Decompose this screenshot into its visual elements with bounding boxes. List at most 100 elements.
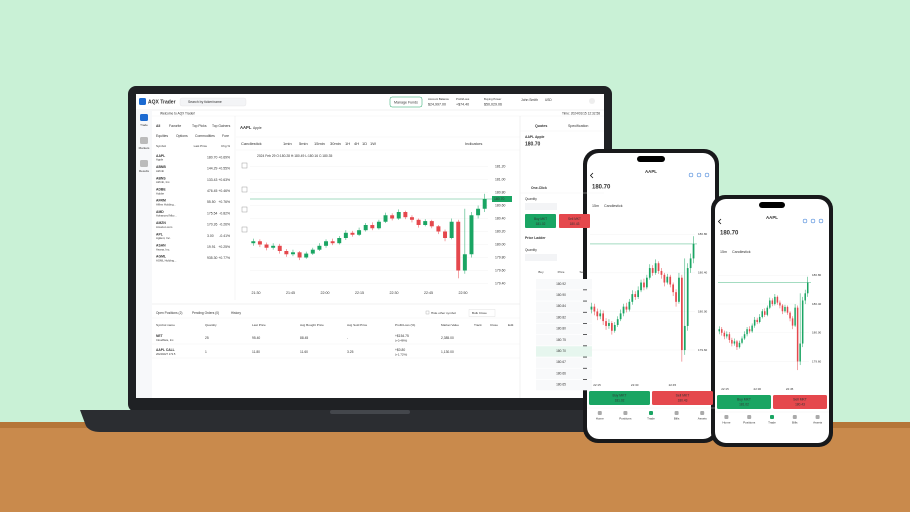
tab[interactable]: Equities	[156, 134, 168, 138]
quantity-input[interactable]	[525, 254, 557, 261]
tab[interactable]: Pending Orders (0)	[192, 311, 219, 315]
candle-body	[593, 306, 596, 312]
nav-label[interactable]: Assets	[813, 420, 823, 424]
nav-icon[interactable]	[792, 415, 797, 419]
interval[interactable]: 1min	[283, 141, 292, 146]
cell: 95.40	[252, 336, 260, 340]
nav-icon[interactable]	[597, 411, 602, 415]
nav-label[interactable]: Trade	[647, 416, 655, 420]
buy-btn[interactable]	[717, 395, 771, 409]
checkbox[interactable]	[425, 310, 430, 315]
chart-type[interactable]: Candlestick	[241, 141, 262, 146]
sell-btn[interactable]	[773, 395, 827, 409]
tab[interactable]: Quotes	[535, 124, 547, 128]
chart-type[interactable]: Candlestick	[604, 204, 623, 208]
header-icon[interactable]	[696, 172, 702, 178]
symbol: AAPL CALL	[156, 348, 175, 352]
nav-icon[interactable]	[140, 137, 148, 144]
nav-label[interactable]: Bills	[674, 416, 680, 420]
header-icon[interactable]	[704, 172, 710, 178]
candle-body	[781, 305, 784, 312]
header-icon[interactable]	[810, 218, 816, 224]
nav-icon[interactable]	[700, 411, 705, 415]
company: Apple	[156, 158, 164, 162]
header-icon[interactable]	[802, 218, 808, 224]
nav-icon[interactable]	[815, 415, 820, 419]
bulk-close-btn[interactable]	[468, 309, 496, 317]
nav-label[interactable]: Results	[139, 169, 150, 173]
tab[interactable]: Options	[176, 134, 188, 138]
interval[interactable]: 30min	[330, 141, 341, 146]
indicators[interactable]: Indicators	[465, 141, 482, 146]
tab[interactable]: All	[156, 124, 160, 128]
symbol: AFRM	[156, 199, 166, 203]
tool-icon[interactable]	[241, 186, 248, 193]
back-arrow[interactable]	[717, 218, 722, 225]
buy-btn[interactable]	[525, 214, 556, 228]
nav-label[interactable]: Trade	[140, 123, 148, 127]
interval[interactable]: 1H	[345, 141, 350, 146]
sell-btn[interactable]	[652, 391, 713, 405]
column-header: Symbol	[156, 144, 166, 148]
header-icon[interactable]	[688, 172, 694, 178]
candle-body	[692, 243, 695, 259]
nav-label[interactable]: Assets	[698, 416, 708, 420]
tab[interactable]: Open Positions (2)	[156, 311, 182, 315]
nav-label[interactable]: Positions	[743, 420, 756, 424]
tab[interactable]: Specification	[568, 124, 588, 128]
interval[interactable]: 15min	[314, 141, 325, 146]
nav-icon[interactable]	[770, 415, 774, 419]
clock: Time: 2024/01/15 12:32:58	[562, 111, 600, 115]
interval[interactable]: 1D	[362, 141, 367, 146]
tool-icon[interactable]	[241, 226, 248, 233]
ohlc: 2024 Feb 29 O:180.28 H:180.49 L:180.16 C…	[257, 154, 333, 158]
stat-value: $24,997.00	[428, 102, 446, 106]
candle-body	[689, 258, 692, 269]
interval[interactable]: 4H	[354, 141, 359, 146]
nav-icon[interactable]	[140, 160, 148, 167]
tab[interactable]: One-Click	[531, 186, 547, 190]
x-tick-label: 22:15	[355, 291, 364, 295]
candle-body	[599, 313, 602, 317]
header-icon[interactable]	[818, 218, 824, 224]
nav-icon[interactable]	[747, 415, 752, 419]
buy-btn[interactable]	[589, 391, 650, 405]
nav-label[interactable]: Home	[722, 420, 730, 424]
nav-icon[interactable]	[724, 415, 729, 419]
interval[interactable]: 5min	[299, 141, 308, 146]
nav-icon[interactable]	[140, 114, 148, 121]
candle-body	[748, 329, 751, 332]
nav-icon[interactable]	[674, 411, 679, 415]
nav-label[interactable]: Trade	[768, 420, 776, 424]
tool-icon[interactable]	[241, 206, 248, 213]
manage-funds-btn[interactable]	[389, 96, 423, 108]
change: +0.76%	[218, 200, 230, 204]
tab[interactable]: Top Picks	[192, 124, 207, 128]
tool-icon[interactable]	[241, 162, 248, 169]
candle-body	[324, 241, 329, 246]
nav-label[interactable]: Positions	[619, 416, 632, 420]
tab[interactable]: Top Gainers	[212, 124, 231, 128]
column-header: Close	[490, 323, 498, 327]
sell-btn[interactable]	[559, 214, 590, 228]
nav-icon[interactable]	[649, 411, 653, 415]
nav-icon[interactable]	[623, 411, 628, 415]
tab[interactable]: Favorite	[169, 124, 181, 128]
chart-type[interactable]: Candlestick	[732, 250, 751, 254]
search-box[interactable]	[179, 97, 247, 107]
tab[interactable]: History	[231, 311, 241, 315]
interval[interactable]: 15m	[720, 250, 727, 254]
interval[interactable]: 15m	[592, 204, 599, 208]
tab[interactable]: Commodities	[195, 134, 215, 138]
interval[interactable]: 1W	[370, 141, 376, 146]
candle-body	[596, 311, 599, 317]
nav-label[interactable]: Home	[596, 416, 604, 420]
back-arrow[interactable]	[589, 172, 594, 179]
quantity-input[interactable]	[525, 203, 557, 210]
notification[interactable]	[589, 98, 595, 104]
nav-label[interactable]: Bills	[792, 420, 798, 424]
tab[interactable]: Fore	[222, 134, 229, 138]
candle-body	[456, 221, 461, 271]
nav-label[interactable]: Markets	[139, 146, 150, 150]
candle-body	[462, 254, 467, 271]
